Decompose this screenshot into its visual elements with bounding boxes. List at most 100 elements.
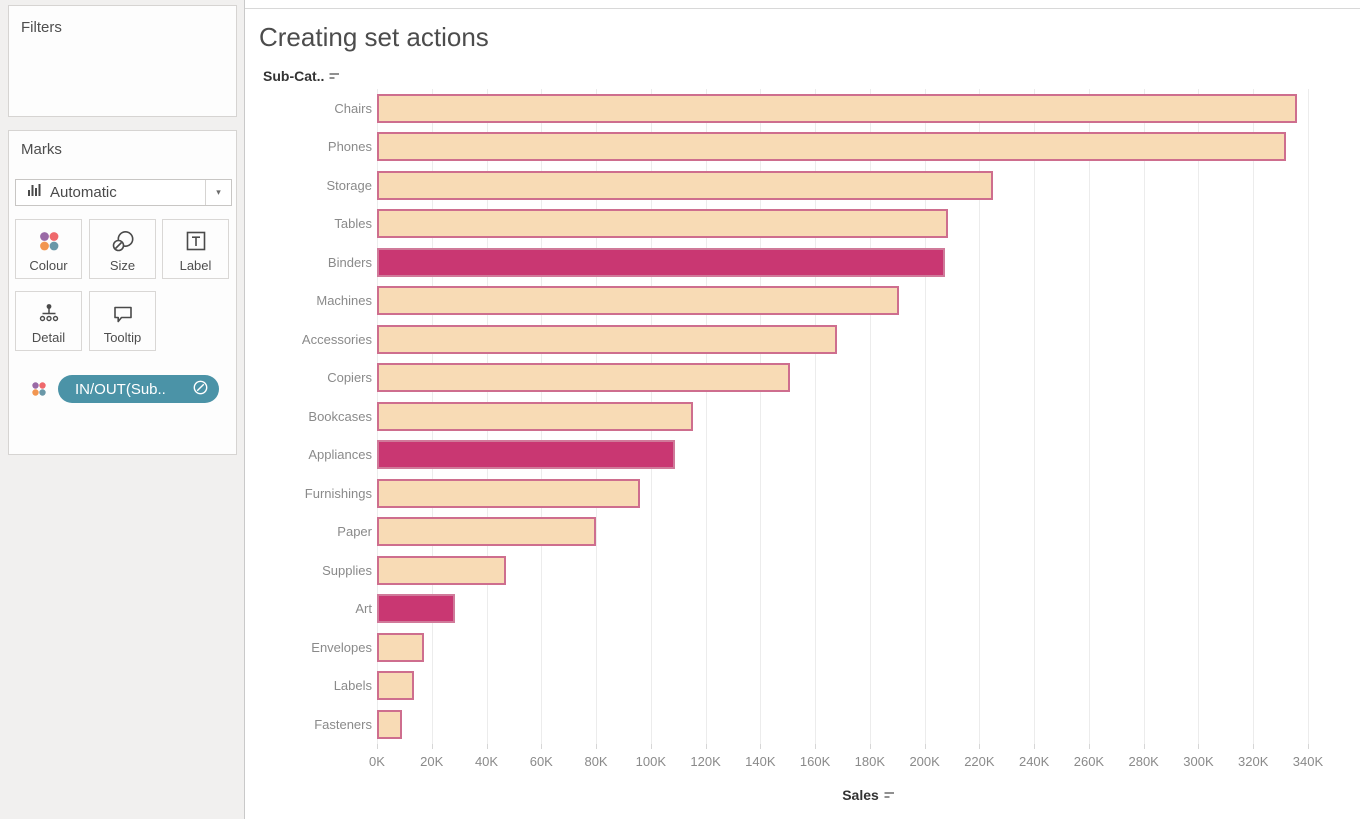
bar-envelopes[interactable] (377, 632, 425, 662)
bar-machines[interactable] (377, 286, 899, 316)
x-axis-field-label: Sales (842, 787, 879, 803)
bar-row: Labels (245, 667, 1360, 706)
axis-tick-mark (650, 744, 652, 749)
size-circles-icon (90, 229, 155, 255)
gridline (1034, 89, 1036, 744)
x-tick-label: 0K (369, 754, 385, 769)
sort-descending-icon[interactable] (329, 68, 340, 84)
x-tick-label: 20K (420, 754, 444, 769)
category-label[interactable]: Bookcases (308, 408, 372, 424)
bar-binders[interactable] (377, 247, 946, 277)
bar-track (377, 440, 1360, 470)
tooltip-button[interactable]: Tooltip (89, 291, 156, 351)
x-tick-label: 80K (584, 754, 608, 769)
colour-dots-icon (31, 381, 47, 397)
set-link-icon (192, 379, 209, 400)
colour-button[interactable]: Colour (15, 219, 82, 279)
gridline (924, 89, 926, 744)
bar-track (377, 401, 1360, 431)
category-label[interactable]: Storage (326, 177, 372, 193)
axis-tick-mark (760, 744, 762, 749)
category-label[interactable]: Binders (327, 254, 372, 270)
x-tick-label: 100K (635, 754, 666, 769)
bar-row: Furnishings (245, 474, 1360, 513)
category-label[interactable]: Accessories (301, 331, 372, 347)
in-out-set-pill[interactable]: IN/OUT(Sub.. (58, 375, 219, 403)
bar-fasteners[interactable] (377, 709, 402, 739)
bar-phones[interactable] (377, 132, 1287, 162)
bar-storage[interactable] (377, 170, 994, 200)
bar-row: Machines (245, 282, 1360, 321)
category-label[interactable]: Art (355, 601, 372, 617)
bar-chairs[interactable] (377, 93, 1298, 123)
axis-tick-mark (1088, 744, 1090, 749)
category-label[interactable]: Fasteners (314, 716, 372, 732)
category-label[interactable]: Machines (316, 293, 372, 309)
x-axis-label[interactable]: Sales (377, 787, 1360, 803)
category-label[interactable]: Appliances (308, 447, 372, 463)
gridline (705, 89, 707, 744)
colour-button-label: Colour (29, 258, 68, 273)
bar-bookcases[interactable] (377, 401, 694, 431)
bar-paper[interactable] (377, 517, 597, 547)
bar-track (377, 709, 1360, 739)
marks-card: Marks Automatic ▾ (8, 130, 237, 455)
category-label[interactable]: Phones (327, 139, 372, 155)
x-tick-label: 280K (1128, 754, 1159, 769)
bar-furnishings[interactable] (377, 478, 641, 508)
bar-art[interactable] (377, 594, 456, 624)
x-tick-label: 40K (474, 754, 499, 769)
x-tick-label: 160K (799, 754, 831, 769)
category-label[interactable]: Envelopes (311, 639, 372, 655)
axis-tick-mark (1034, 744, 1036, 749)
category-label[interactable]: Copiers (327, 370, 372, 386)
x-tick-label: 340K (1292, 754, 1324, 769)
category-label[interactable]: Furnishings (304, 485, 372, 501)
axis-tick-mark (486, 744, 488, 749)
bar-copiers[interactable] (377, 363, 791, 393)
bar-row: Appliances (245, 436, 1360, 475)
tooltip-bubble-icon (90, 301, 155, 327)
axis-tick-mark (979, 744, 981, 749)
bar-row: Phones (245, 128, 1360, 167)
mark-type-caret-button[interactable]: ▾ (205, 180, 231, 205)
bar-track (377, 671, 1360, 701)
axis-tick-mark (377, 744, 378, 749)
detail-button-label: Detail (31, 330, 66, 345)
row-field-header[interactable]: Sub-Cat.. (263, 68, 340, 84)
bar-appliances[interactable] (377, 440, 675, 470)
bar-track (377, 170, 1360, 200)
category-label[interactable]: Chairs (334, 100, 372, 116)
marks-card-title: Marks (21, 141, 62, 158)
axis-tick-mark (541, 744, 543, 749)
size-button[interactable]: Size (89, 219, 156, 279)
bar-row: Tables (245, 205, 1360, 244)
x-tick-label: 300K (1183, 754, 1214, 769)
category-label[interactable]: Paper (337, 524, 372, 540)
axis-tick-mark (1143, 744, 1145, 749)
label-button[interactable]: Label (162, 219, 229, 279)
detail-hierarchy-icon (16, 301, 81, 327)
gridline (869, 89, 871, 744)
tooltip-button-label: Tooltip (103, 330, 142, 345)
bar-tables[interactable] (377, 209, 948, 239)
bar-track (377, 247, 1360, 277)
colour-shelf-row: IN/OUT(Sub.. (31, 375, 231, 403)
bar-track (377, 286, 1360, 316)
category-label[interactable]: Labels (333, 678, 372, 694)
gridline (1253, 89, 1255, 744)
x-tick-label: 220K (964, 754, 995, 769)
bar-supplies[interactable] (377, 555, 506, 585)
mark-type-dropdown[interactable]: Automatic ▾ (15, 179, 232, 206)
detail-button[interactable]: Detail (15, 291, 82, 351)
sort-descending-icon[interactable] (884, 787, 895, 803)
bar-row: Art (245, 590, 1360, 629)
bar-labels[interactable] (377, 671, 414, 701)
bar-row: Bookcases (245, 397, 1360, 436)
category-label[interactable]: Tables (334, 216, 372, 232)
size-button-label: Size (109, 258, 136, 273)
bar-row: Binders (245, 243, 1360, 282)
bar-accessories[interactable] (377, 324, 837, 354)
filters-card-title: Filters (21, 19, 62, 36)
category-label[interactable]: Supplies (322, 562, 372, 578)
